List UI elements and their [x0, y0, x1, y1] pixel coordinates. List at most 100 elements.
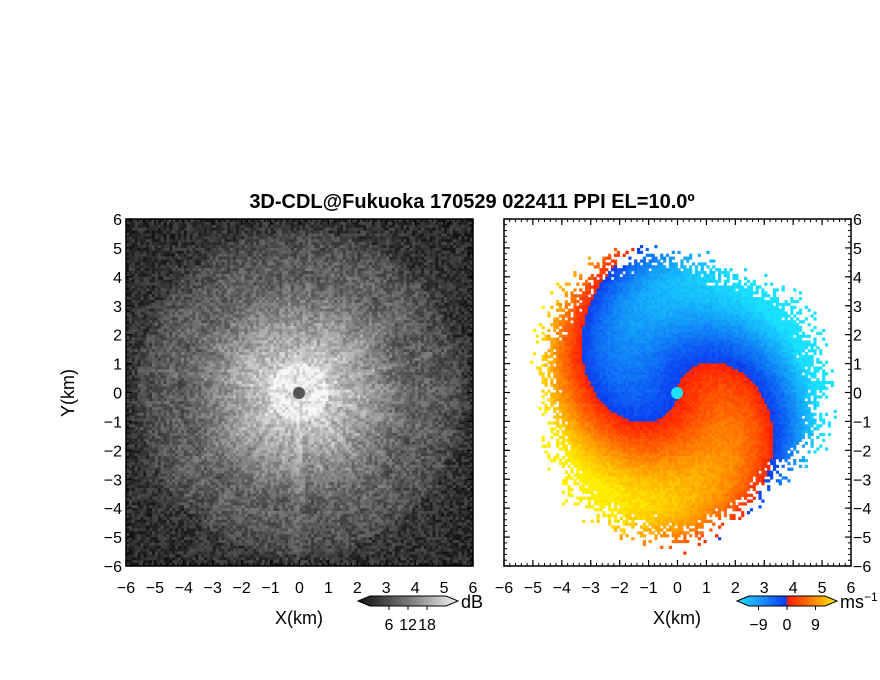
intensity-cell: [339, 334, 344, 338]
intensity-cell: [415, 273, 419, 278]
intensity-cell: [418, 221, 422, 226]
intensity-cell: [256, 325, 260, 330]
intensity-cell: [334, 268, 338, 272]
intensity-cell: [409, 294, 413, 298]
intensity-cell: [128, 320, 133, 324]
intensity-cell: [455, 250, 459, 254]
intensity-cell: [316, 331, 321, 335]
intensity-cell: [270, 325, 274, 330]
intensity-cell: [224, 224, 228, 228]
intensity-cell: [241, 221, 245, 226]
intensity-cell: [235, 291, 240, 295]
intensity-cell: [348, 236, 352, 240]
intensity-cell: [285, 325, 289, 330]
intensity-cell: [149, 250, 153, 254]
intensity-cell: [157, 256, 161, 260]
intensity-cell: [366, 317, 370, 321]
intensity-cell: [467, 320, 471, 324]
intensity-cell: [212, 288, 216, 292]
intensity-cell: [311, 273, 315, 278]
intensity-cell: [178, 302, 182, 307]
intensity-cell: [189, 302, 193, 307]
intensity-cell: [218, 256, 222, 260]
intensity-cell: [296, 253, 300, 257]
intensity-cell: [305, 230, 309, 234]
intensity-cell: [235, 273, 240, 278]
intensity-cell: [394, 256, 399, 260]
intensity-cell: [325, 325, 329, 330]
intensity-cell: [377, 224, 381, 228]
intensity-cell: [221, 239, 225, 243]
intensity-cell: [308, 305, 312, 309]
intensity-cell: [230, 236, 234, 240]
intensity-cell: [218, 224, 222, 228]
intensity-cell: [143, 224, 147, 228]
intensity-cell: [305, 331, 309, 335]
intensity-cell: [285, 239, 289, 243]
intensity-cell: [334, 314, 338, 318]
intensity-cell: [241, 262, 245, 266]
intensity-cell: [267, 337, 271, 341]
intensity-cell: [215, 271, 219, 275]
intensity-cell: [285, 245, 289, 249]
intensity-cell: [235, 305, 240, 309]
intensity-cell: [192, 250, 196, 254]
intensity-cell: [406, 276, 410, 281]
intensity-cell: [230, 227, 234, 231]
intensity-cell: [467, 285, 471, 289]
intensity-cell: [160, 317, 164, 321]
intensity-cell: [137, 323, 141, 327]
intensity-cell: [287, 288, 292, 292]
intensity-cell: [366, 253, 370, 257]
intensity-cell: [354, 279, 358, 283]
intensity-cell: [189, 247, 193, 252]
intensity-cell: [444, 323, 448, 327]
intensity-cell: [386, 297, 390, 301]
intensity-cell: [235, 268, 240, 272]
intensity-cell: [282, 247, 286, 252]
intensity-cell: [449, 331, 454, 335]
intensity-cell: [368, 256, 373, 260]
intensity-cell: [339, 297, 344, 301]
intensity-cell: [282, 317, 286, 321]
intensity-cell: [146, 256, 150, 260]
intensity-cell: [470, 323, 473, 327]
intensity-cell: [423, 305, 428, 309]
intensity-cell: [192, 328, 196, 333]
intensity-cell: [380, 224, 384, 228]
intensity-cell: [143, 271, 147, 275]
intensity-cell: [273, 325, 277, 330]
intensity-cell: [400, 242, 404, 246]
intensity-cell: [293, 273, 297, 278]
intensity-cell: [290, 305, 295, 309]
intensity-cell: [409, 325, 413, 330]
intensity-cell: [305, 224, 309, 228]
intensity-cell: [206, 328, 211, 333]
intensity-cell: [386, 331, 390, 335]
intensity-cell: [290, 279, 295, 283]
intensity-cell: [276, 253, 280, 257]
intensity-cell: [293, 314, 297, 318]
intensity-cell: [212, 250, 216, 254]
intensity-cell: [354, 221, 358, 226]
intensity-cell: [209, 230, 214, 234]
intensity-cell: [256, 273, 260, 278]
intensity-cell: [438, 262, 442, 266]
intensity-cell: [128, 331, 133, 335]
intensity-cell: [244, 311, 248, 315]
intensity-cell: [452, 288, 456, 292]
intensity-cell: [423, 230, 428, 234]
intensity-cell: [305, 337, 309, 341]
intensity-cell: [157, 314, 161, 318]
intensity-cell: [140, 311, 144, 315]
intensity-cell: [166, 236, 170, 240]
intensity-cell: [345, 328, 349, 333]
intensity-cell: [183, 305, 188, 309]
intensity-cell: [215, 221, 219, 226]
intensity-cell: [435, 221, 439, 226]
intensity-cell: [360, 242, 364, 246]
intensity-cell: [195, 250, 199, 254]
intensity-cell: [455, 334, 459, 338]
intensity-cell: [241, 230, 245, 234]
intensity-cell: [348, 325, 352, 330]
